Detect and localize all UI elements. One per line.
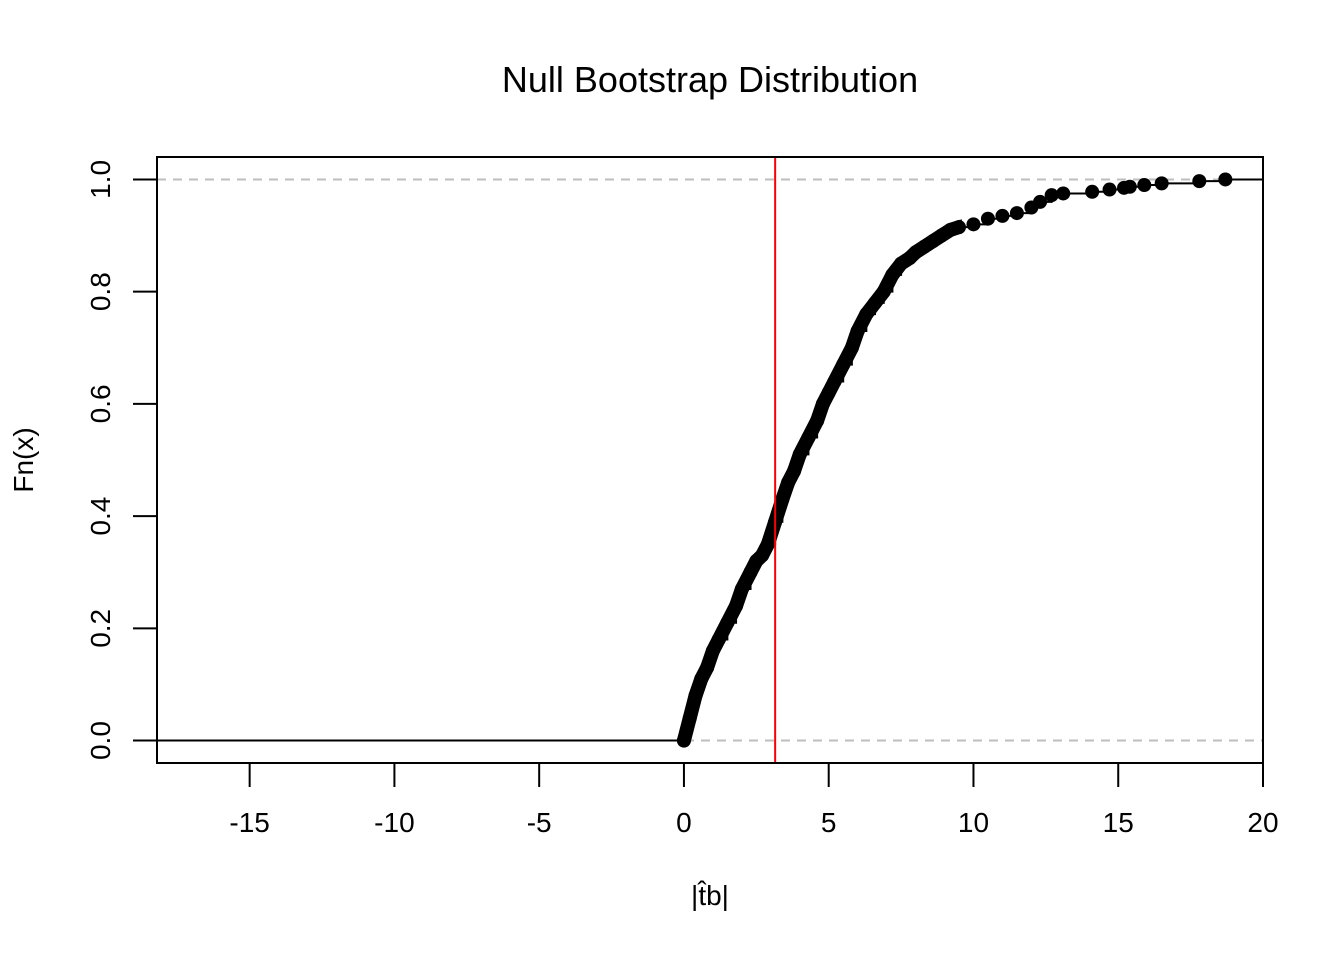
x-tick-label: 5 <box>821 807 837 838</box>
ecdf-point <box>844 340 859 355</box>
y-tick-label: 0.6 <box>85 384 116 423</box>
ecdf-point <box>1033 194 1048 209</box>
ecdf-point <box>859 307 874 322</box>
ecdf-point <box>694 671 709 686</box>
ecdf-point <box>1192 174 1207 189</box>
y-axis: 0.0 0.2 0.4 0.6 0.8 1.0 <box>85 160 158 760</box>
ecdf-point <box>1122 179 1137 194</box>
ecdf-point <box>1044 188 1059 203</box>
series-layer <box>157 172 1263 748</box>
ecdf-point <box>775 492 790 507</box>
ecdf-point <box>792 447 807 462</box>
ecdf-point <box>711 632 726 647</box>
x-axis-label-text: |t̂b| <box>691 880 729 911</box>
x-tick-label: -15 <box>229 807 269 838</box>
ecdf-point <box>836 357 851 372</box>
ecdf-point <box>951 220 966 235</box>
ecdf-point <box>801 430 816 445</box>
x-axis: -15 -10 -5 0 5 10 15 20 <box>229 762 1279 838</box>
y-axis-label: Fn(x) <box>8 427 39 492</box>
x-tick-label: 15 <box>1103 807 1134 838</box>
x-axis-label: |t̂b| <box>691 880 729 911</box>
ecdf-step-line <box>683 178 1263 742</box>
ecdf-point <box>815 396 830 411</box>
y-tick-label: 1.0 <box>85 160 116 199</box>
ecdf-point <box>810 413 825 428</box>
ecdf-point <box>995 208 1010 223</box>
ecdf-point <box>821 385 836 400</box>
ecdf-point <box>1009 206 1024 221</box>
ecdf-point <box>966 217 981 232</box>
ecdf-point <box>682 711 697 726</box>
ecdf-point <box>760 537 775 552</box>
x-tick-label: 20 <box>1247 807 1278 838</box>
ecdf-point <box>1218 172 1233 187</box>
x-tick-label: -5 <box>527 807 552 838</box>
ecdf-point <box>1102 182 1117 197</box>
ecdf-point <box>827 374 842 389</box>
ecdf-point <box>734 582 749 597</box>
ecdf-point <box>676 733 691 748</box>
y-tick-label: 0.0 <box>85 721 116 760</box>
x-tick-label: 10 <box>958 807 989 838</box>
ecdf-point <box>729 598 744 613</box>
ecdf-point <box>688 688 703 703</box>
ecdf-point <box>755 548 770 563</box>
ecdf-point <box>720 615 735 630</box>
ecdf-point <box>885 267 900 282</box>
y-tick-label: 0.2 <box>85 609 116 648</box>
ecdf-point <box>1154 176 1169 191</box>
ecdf-point <box>781 475 796 490</box>
ecdf-point <box>700 660 715 675</box>
ecdf-point <box>786 464 801 479</box>
chart-title: Null Bootstrap Distribution <box>502 59 918 100</box>
ecdf-point <box>705 643 720 658</box>
ecdf-point <box>980 211 995 226</box>
y-tick-label: 0.8 <box>85 272 116 311</box>
ecdf-point <box>850 323 865 338</box>
ecdf-dense-band <box>676 219 962 748</box>
ecdf-point <box>743 565 758 580</box>
ecdf-point <box>1085 184 1100 199</box>
ecdf-point <box>1056 186 1071 201</box>
ecdf-point <box>868 295 883 310</box>
ecdf-point <box>1137 178 1152 193</box>
ecdf-point <box>876 284 891 299</box>
y-tick-label: 0.4 <box>85 497 116 536</box>
x-tick-label: -10 <box>374 807 414 838</box>
x-tick-label: 0 <box>676 807 692 838</box>
